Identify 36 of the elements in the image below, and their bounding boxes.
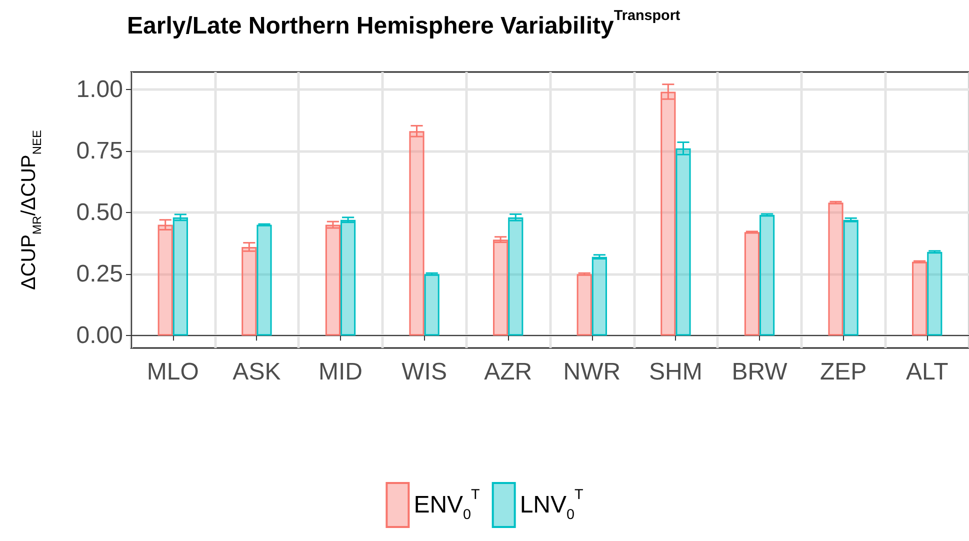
x-tick-label: NWR bbox=[563, 358, 621, 386]
y-tick-label: 0.50 bbox=[76, 198, 123, 226]
bar bbox=[828, 202, 844, 336]
x-tick-label: MID bbox=[318, 358, 362, 386]
bar bbox=[508, 217, 524, 336]
bar bbox=[409, 131, 424, 336]
y-axis-title: ΔCUPMR/ΔCUPNEE bbox=[18, 130, 44, 290]
bar bbox=[576, 274, 592, 336]
bar bbox=[325, 224, 340, 336]
bar bbox=[927, 252, 942, 336]
bar bbox=[592, 256, 607, 336]
y-tick-label: 0.00 bbox=[76, 322, 123, 350]
y-tick-label: 0.75 bbox=[76, 137, 123, 164]
bar bbox=[676, 148, 691, 336]
bar bbox=[158, 224, 173, 336]
x-tick-label: ASK bbox=[232, 358, 281, 386]
bar bbox=[172, 217, 188, 336]
x-tick-label: ALT bbox=[906, 358, 949, 386]
x-tick-label: MLO bbox=[146, 358, 199, 386]
x-tick-label: AZR bbox=[484, 358, 532, 386]
y-tick-label: 0.25 bbox=[76, 260, 123, 288]
x-tick-label: BRW bbox=[732, 358, 788, 386]
bar bbox=[424, 274, 440, 336]
x-tick-label: SHM bbox=[649, 358, 702, 386]
bar bbox=[912, 262, 928, 336]
x-tick-label: ZEP bbox=[820, 358, 867, 386]
bar bbox=[843, 220, 858, 336]
bar bbox=[493, 240, 508, 336]
bar bbox=[340, 220, 356, 336]
bar bbox=[242, 246, 257, 336]
bar bbox=[660, 92, 676, 336]
bar bbox=[256, 224, 272, 336]
y-tick-label: 1.00 bbox=[76, 76, 123, 103]
x-tick-label: WIS bbox=[402, 358, 447, 386]
bar bbox=[760, 214, 775, 336]
bar bbox=[744, 232, 760, 336]
